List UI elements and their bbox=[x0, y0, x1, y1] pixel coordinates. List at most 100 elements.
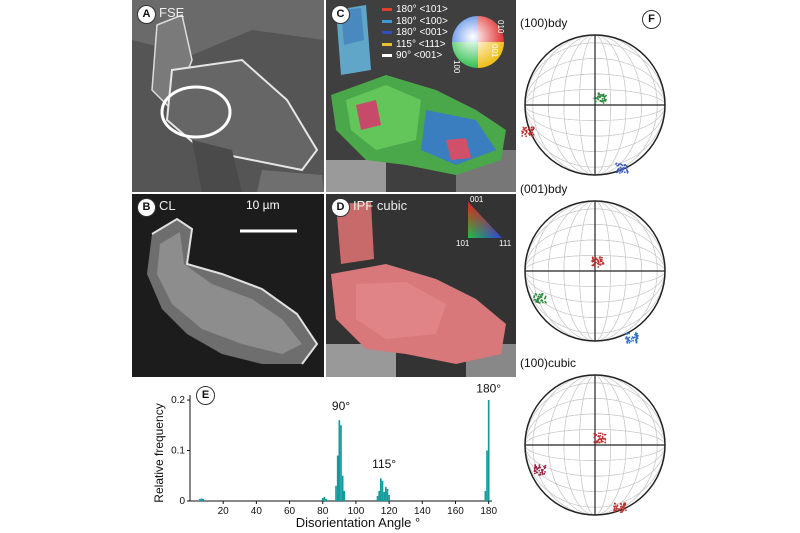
pole-point bbox=[626, 341, 629, 344]
legend-label: 90° <001> bbox=[396, 50, 443, 61]
highlight-ellipse bbox=[160, 85, 232, 139]
x-tick-label: 160 bbox=[447, 506, 464, 517]
pole-point bbox=[603, 97, 606, 100]
pole-point bbox=[597, 435, 600, 438]
wheel-label-010: 010 bbox=[496, 20, 505, 34]
pole-point bbox=[543, 472, 546, 475]
x-tick-label: 100 bbox=[348, 506, 365, 517]
pole-point bbox=[544, 464, 547, 467]
pole-point bbox=[601, 256, 603, 259]
pole-point bbox=[535, 293, 538, 296]
pole-point bbox=[617, 167, 620, 170]
legend-swatch bbox=[382, 42, 392, 46]
pole-point bbox=[618, 163, 620, 166]
pole-figure-title-100cubic: (100)cubic bbox=[520, 356, 577, 370]
pole-point bbox=[600, 93, 602, 96]
pole-point bbox=[533, 298, 536, 301]
histogram-bar bbox=[379, 478, 382, 501]
panel-d-ipf-map: D IPF cubic 001 101 111 bbox=[326, 194, 516, 377]
pole-point bbox=[602, 100, 605, 102]
pole-point bbox=[528, 132, 531, 135]
pole-point bbox=[525, 135, 528, 138]
pole-point bbox=[634, 333, 636, 336]
peak-annotation: 115° bbox=[372, 457, 396, 471]
histogram-bar bbox=[341, 475, 344, 501]
ipf-label-001: 001 bbox=[470, 195, 484, 204]
histogram-bar bbox=[376, 495, 379, 501]
pole-point bbox=[522, 128, 525, 131]
pole-point bbox=[543, 467, 546, 470]
pole-point bbox=[595, 440, 598, 443]
pole-point bbox=[593, 97, 596, 100]
pole-point bbox=[538, 469, 541, 472]
pole-point bbox=[605, 98, 607, 101]
legend-swatch bbox=[382, 8, 392, 12]
pole-point bbox=[599, 256, 602, 259]
pole-point bbox=[538, 474, 540, 476]
pole-point bbox=[630, 340, 632, 343]
histogram-bar bbox=[199, 498, 201, 501]
pole-point bbox=[601, 433, 604, 435]
legend-label: 180° <001> bbox=[396, 27, 448, 38]
pole-point bbox=[636, 332, 638, 335]
pole-point bbox=[604, 433, 607, 436]
legend-swatch bbox=[382, 19, 392, 23]
pole-point bbox=[621, 164, 624, 167]
pole-point bbox=[625, 337, 627, 340]
histogram-bar bbox=[323, 496, 326, 501]
pole-point bbox=[624, 163, 626, 166]
pole-point bbox=[613, 507, 616, 510]
pole-point bbox=[531, 135, 533, 138]
pole-point bbox=[626, 170, 629, 173]
ipf-triangle-key: 001 101 111 bbox=[456, 195, 512, 246]
pole-point bbox=[628, 336, 631, 339]
pole-point bbox=[528, 134, 531, 137]
pole-point bbox=[522, 126, 525, 129]
pole-point bbox=[531, 129, 534, 132]
pole-point bbox=[593, 433, 596, 436]
legend-entry: 180° <001> bbox=[382, 27, 448, 39]
pole-point bbox=[625, 336, 628, 338]
pole-point bbox=[532, 128, 535, 131]
panel-c-ebsd-map: C 180° <101> 180° <100> 180° <001> 115° … bbox=[326, 0, 516, 192]
pole-point bbox=[543, 465, 545, 468]
wheel-label-001: 001 bbox=[490, 44, 499, 58]
pole-point bbox=[544, 300, 547, 303]
pole-point bbox=[541, 470, 544, 473]
pole-point bbox=[592, 260, 594, 262]
pole-point bbox=[614, 509, 617, 512]
pole-point bbox=[635, 337, 638, 340]
panel-letter-a: A bbox=[137, 5, 156, 24]
pole-point bbox=[623, 504, 626, 507]
pole-point bbox=[532, 126, 535, 129]
legend-label: 180° <100> bbox=[396, 15, 448, 27]
pole-point bbox=[604, 95, 607, 98]
pole-point bbox=[539, 473, 542, 476]
pole-point bbox=[537, 300, 540, 303]
pole-point bbox=[599, 260, 602, 263]
pole-point bbox=[598, 95, 601, 98]
pole-point bbox=[601, 435, 604, 438]
pole-point bbox=[613, 509, 616, 512]
misorientation-legend: 180° <101> 180° <100> 180° <001> 115° <1… bbox=[382, 4, 448, 62]
pole-point bbox=[613, 502, 616, 505]
pole-point bbox=[527, 128, 530, 131]
wheel-label-100: 100 bbox=[452, 60, 461, 74]
pole-point bbox=[615, 163, 617, 165]
pole-figure-title-001bdy: (001)bdy bbox=[520, 182, 568, 196]
pole-point bbox=[599, 258, 602, 261]
disorientation-histogram: 20 40 60 80 100 120 140 160 180 0 0.1 0.2 90° 115° 180… bbox=[152, 383, 501, 530]
pole-point bbox=[635, 340, 638, 343]
pole-point bbox=[624, 509, 627, 512]
pole-figure-title-100bdy: (100)bdy bbox=[520, 16, 568, 30]
x-tick-label: 120 bbox=[381, 506, 398, 517]
pole-point bbox=[600, 100, 602, 102]
legend-swatch bbox=[382, 54, 392, 58]
x-axis-label: Disorientation Angle ° bbox=[296, 515, 420, 530]
pole-point bbox=[540, 296, 543, 298]
y-tick-label: 0 bbox=[179, 496, 185, 507]
pole-point bbox=[636, 337, 639, 340]
pole-point bbox=[542, 301, 544, 304]
pole-point bbox=[620, 507, 622, 509]
pole-point bbox=[602, 261, 604, 264]
